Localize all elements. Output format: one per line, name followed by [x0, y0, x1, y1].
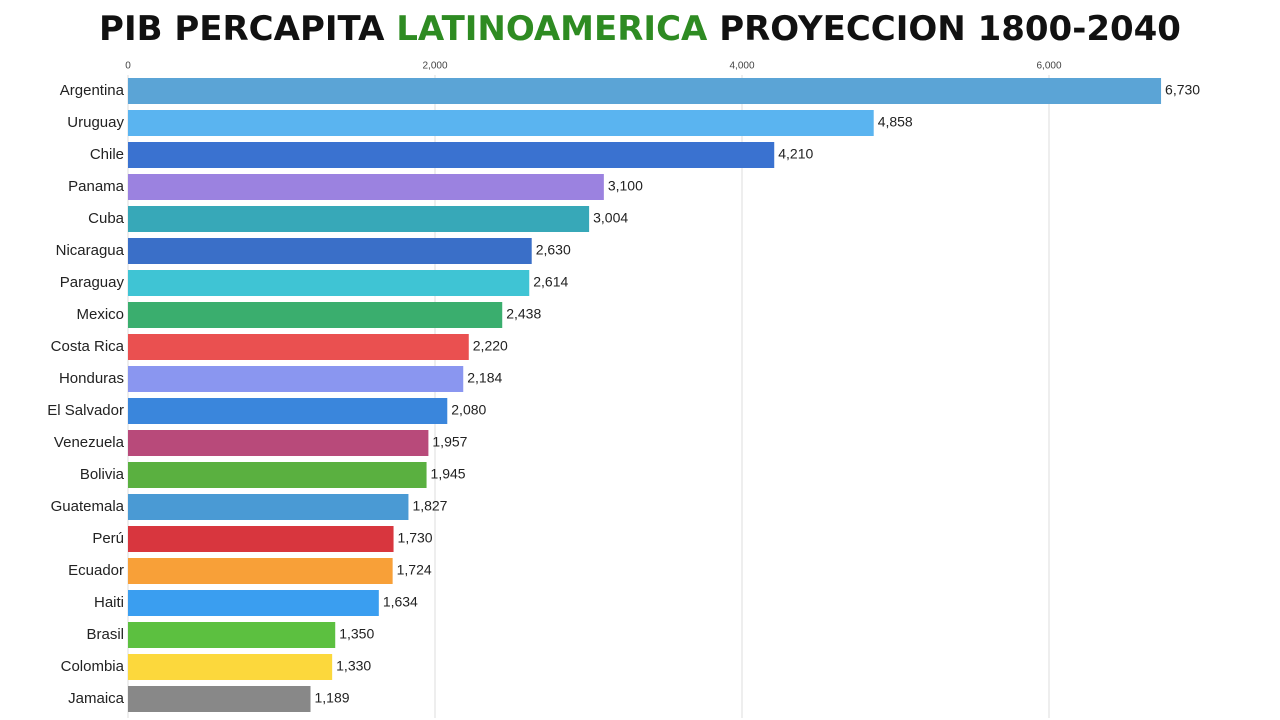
y-tick-label: Guatemala: [51, 498, 125, 515]
y-tick-label: Jamaica: [68, 690, 125, 707]
bar: [128, 270, 530, 296]
value-label: 2,630: [536, 242, 571, 258]
value-label: 1,724: [397, 562, 432, 578]
x-tick-label: 0: [125, 61, 131, 72]
y-tick-label: Perú: [92, 530, 124, 547]
value-label: 2,438: [506, 306, 541, 322]
y-tick-label: Colombia: [61, 658, 125, 675]
value-label: 3,100: [608, 178, 643, 194]
bar: [128, 366, 464, 392]
bar: [128, 494, 409, 520]
y-tick-label: Chile: [90, 146, 124, 163]
value-label: 4,858: [878, 114, 913, 130]
value-label: 2,614: [533, 274, 568, 290]
value-label: 1,957: [432, 434, 467, 450]
x-tick-label: 2,000: [422, 61, 447, 72]
value-label: 1,730: [398, 530, 433, 546]
bar: [128, 142, 775, 168]
y-tick-label: Ecuador: [68, 562, 124, 579]
bar: [128, 78, 1162, 104]
title-part: PIB PERCAPITA: [99, 9, 385, 49]
value-label: 1,634: [383, 594, 418, 610]
bar: [128, 526, 394, 552]
x-tick-label: 4,000: [729, 61, 754, 72]
bar: [128, 430, 429, 456]
bar: [128, 174, 604, 200]
y-tick-label: Mexico: [76, 306, 124, 323]
x-tick-label: 6,000: [1036, 61, 1061, 72]
y-tick-label: Haiti: [94, 594, 124, 611]
y-tick-label: Uruguay: [67, 114, 124, 131]
y-tick-label: Brasil: [86, 626, 124, 643]
bar: [128, 686, 311, 712]
y-tick-label: Bolivia: [80, 466, 125, 483]
y-tick-label: Honduras: [59, 370, 124, 387]
bar: [128, 558, 393, 584]
chart-title: PIB PERCAPITA LATINOAMERICA PROYECCION 1…: [99, 9, 1181, 49]
value-label: 6,730: [1165, 82, 1200, 98]
value-label: 2,184: [467, 370, 502, 386]
value-label: 1,827: [412, 498, 447, 514]
value-label: 2,220: [473, 338, 508, 354]
bar: [128, 206, 590, 232]
y-tick-label: Costa Rica: [51, 338, 125, 355]
value-label: 4,210: [778, 146, 813, 162]
value-label: 2,080: [451, 402, 486, 418]
bar: [128, 622, 336, 648]
y-tick-label: Cuba: [88, 210, 125, 227]
bar: [128, 398, 448, 424]
bar: [128, 110, 874, 136]
y-tick-label: Venezuela: [54, 434, 125, 451]
bar: [128, 334, 469, 360]
y-tick-label: Paraguay: [60, 274, 125, 291]
value-label: 3,004: [593, 210, 628, 226]
value-label: 1,945: [431, 466, 466, 482]
bar: [128, 590, 379, 616]
title-part: LATINOAMERICA: [396, 9, 708, 49]
y-tick-label: Argentina: [60, 82, 125, 99]
title-part: PROYECCION 1800-2040: [719, 9, 1181, 49]
bar: [128, 462, 427, 488]
bar: [128, 654, 333, 680]
value-label: 1,330: [336, 658, 371, 674]
y-tick-label: El Salvador: [47, 402, 124, 419]
y-tick-label: Panama: [68, 178, 125, 195]
value-label: 1,189: [315, 690, 350, 706]
y-tick-label: Nicaragua: [56, 242, 125, 259]
value-label: 1,350: [339, 626, 374, 642]
bar: [128, 302, 503, 328]
bar: [128, 238, 532, 264]
